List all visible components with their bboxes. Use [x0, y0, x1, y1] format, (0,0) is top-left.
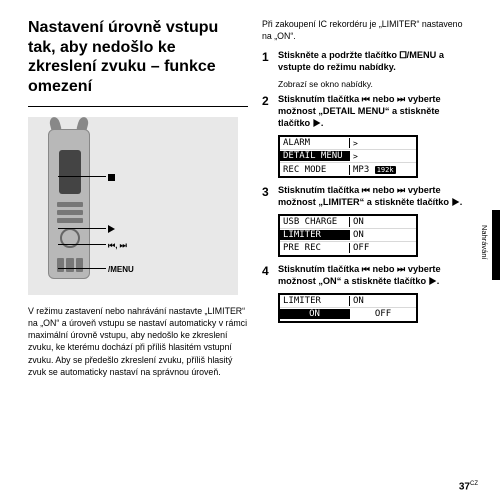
- callout-skip: ⏮, ⏭: [108, 241, 127, 251]
- side-tab: [492, 210, 500, 280]
- callout-play: [108, 225, 115, 234]
- callout-stop: [108, 173, 115, 182]
- lcd-menu-3: LIMITERON ONOFF: [278, 293, 418, 323]
- page-title: Nastavení úrovně vstupu tak, aby nedošlo…: [28, 18, 248, 96]
- intro-text: Při zakoupení IC rekordéru je „LIMITER“ …: [262, 18, 472, 42]
- step-4: 4 Stisknutím tlačítka ⏮ nebo ⏭ vyberte m…: [262, 264, 472, 288]
- callout-menu: /MENU: [108, 265, 134, 274]
- divider: [28, 106, 248, 107]
- device-illustration: ⏮, ⏭ /MENU: [28, 117, 238, 295]
- side-label: Nahrávání: [480, 225, 489, 260]
- step-1-sub: Zobrazí se okno nabídky.: [278, 79, 472, 89]
- lcd-menu-1: ALARM> DETAIL MENU> REC MODEMP3 192k: [278, 135, 418, 178]
- description-text: V režimu zastavení nebo nahrávání nastav…: [28, 305, 248, 378]
- step-3: 3 Stisknutím tlačítka ⏮ nebo ⏭ vyberte m…: [262, 185, 472, 209]
- lcd-menu-2: USB CHARGEON LIMITERON PRE RECOFF: [278, 214, 418, 257]
- page-number: 37CZ: [459, 481, 478, 492]
- step-2: 2 Stisknutím tlačítka ⏮ nebo ⏭ vyberte m…: [262, 94, 472, 130]
- step-1: 1 Stiskněte a podržte tlačítko 🞐/MENU a …: [262, 50, 472, 74]
